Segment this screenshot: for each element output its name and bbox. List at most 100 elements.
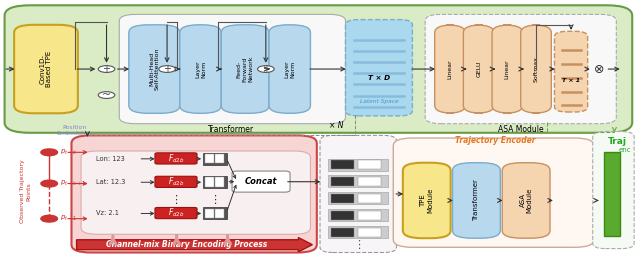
FancyBboxPatch shape <box>394 138 594 247</box>
Circle shape <box>99 66 115 72</box>
FancyBboxPatch shape <box>204 153 227 165</box>
FancyBboxPatch shape <box>502 163 550 238</box>
Text: $F_{d2b}$: $F_{d2b}$ <box>168 152 184 165</box>
Bar <box>604 152 620 236</box>
Text: T × D: T × D <box>368 75 390 81</box>
Circle shape <box>41 180 58 187</box>
Text: ⋮: ⋮ <box>353 240 364 250</box>
Text: ASA
Module: ASA Module <box>520 188 532 213</box>
Text: $p_{t-k}$: $p_{t-k}$ <box>60 148 77 157</box>
Bar <box>358 228 381 237</box>
Bar <box>358 194 381 203</box>
Bar <box>328 193 388 204</box>
Bar <box>216 177 224 187</box>
Bar <box>216 154 224 163</box>
FancyBboxPatch shape <box>269 25 310 113</box>
Text: $p_{t-k+1}$: $p_{t-k+1}$ <box>60 179 86 188</box>
FancyBboxPatch shape <box>72 135 317 252</box>
FancyBboxPatch shape <box>320 135 396 252</box>
Text: Lat: 12.3: Lat: 12.3 <box>96 179 125 185</box>
Circle shape <box>257 66 274 72</box>
Text: Layer
Norm: Layer Norm <box>195 60 206 78</box>
Text: Conv1D-
Based TPE: Conv1D- Based TPE <box>40 51 52 87</box>
Circle shape <box>99 92 115 98</box>
FancyBboxPatch shape <box>81 151 310 234</box>
Bar <box>358 211 381 220</box>
Text: ASA Module: ASA Module <box>498 125 543 134</box>
Bar <box>328 159 388 170</box>
Text: Layer
Norm: Layer Norm <box>284 60 295 78</box>
Bar <box>331 228 354 237</box>
Text: enc: enc <box>618 147 631 153</box>
Bar <box>358 177 381 186</box>
Text: × N: × N <box>329 121 343 130</box>
Text: Transformer: Transformer <box>208 125 254 134</box>
FancyBboxPatch shape <box>14 25 78 113</box>
Bar <box>331 211 354 220</box>
Text: Transformer: Transformer <box>474 180 479 221</box>
FancyBboxPatch shape <box>435 25 465 113</box>
Text: Channel-mix Binary Encoding Process: Channel-mix Binary Encoding Process <box>106 240 267 249</box>
FancyBboxPatch shape <box>155 208 197 219</box>
Text: ⊗: ⊗ <box>594 63 604 75</box>
Text: Linear: Linear <box>505 59 510 79</box>
Text: Latent Space: Latent Space <box>360 99 399 104</box>
Text: Observed Trajectory
Points: Observed Trajectory Points <box>20 159 31 223</box>
Text: T × 1: T × 1 <box>562 78 580 83</box>
Text: Concat: Concat <box>245 177 277 186</box>
Text: ~: ~ <box>102 90 111 100</box>
FancyBboxPatch shape <box>221 25 269 113</box>
FancyBboxPatch shape <box>180 25 221 113</box>
Bar <box>331 160 354 169</box>
Bar <box>328 209 388 221</box>
FancyBboxPatch shape <box>521 25 551 113</box>
Bar <box>216 209 224 218</box>
Bar <box>205 177 214 187</box>
Text: +: + <box>163 64 171 74</box>
FancyBboxPatch shape <box>425 14 616 124</box>
FancyBboxPatch shape <box>155 176 197 188</box>
Text: GELU: GELU <box>476 61 481 77</box>
FancyBboxPatch shape <box>129 25 180 113</box>
Text: +: + <box>262 64 270 74</box>
Circle shape <box>159 66 175 72</box>
Text: Position
Embedding: Position Embedding <box>57 125 93 136</box>
Text: ⋮: ⋮ <box>170 195 182 205</box>
FancyBboxPatch shape <box>4 5 632 133</box>
FancyBboxPatch shape <box>155 153 197 164</box>
Text: $F_{d2b}$: $F_{d2b}$ <box>168 207 184 219</box>
Text: TPE
Module: TPE Module <box>420 188 433 213</box>
FancyBboxPatch shape <box>593 132 634 249</box>
FancyBboxPatch shape <box>232 171 290 192</box>
Text: +: + <box>102 64 111 74</box>
FancyBboxPatch shape <box>346 20 412 116</box>
Bar <box>205 209 214 218</box>
FancyBboxPatch shape <box>204 176 227 188</box>
Bar <box>331 194 354 203</box>
FancyBboxPatch shape <box>119 14 346 124</box>
FancyBboxPatch shape <box>554 31 588 112</box>
Text: Linear: Linear <box>447 59 452 79</box>
Text: $p_{t-1}$: $p_{t-1}$ <box>60 214 77 223</box>
Bar <box>205 154 214 163</box>
Text: Lon: 123: Lon: 123 <box>96 156 124 162</box>
Bar <box>328 226 388 238</box>
Text: Trajectory Encoder: Trajectory Encoder <box>455 135 536 144</box>
Text: Traj: Traj <box>608 137 627 146</box>
Text: Feed-
Forward
Network: Feed- Forward Network <box>237 56 253 82</box>
Text: $F_{d2b}$: $F_{d2b}$ <box>168 176 184 188</box>
Bar <box>328 175 388 188</box>
Bar <box>331 177 354 186</box>
Text: ⋮: ⋮ <box>209 195 220 205</box>
Circle shape <box>41 215 58 222</box>
FancyBboxPatch shape <box>492 25 523 113</box>
Text: Multi-Head
Self-Attention: Multi-Head Self-Attention <box>149 48 160 90</box>
FancyBboxPatch shape <box>463 25 494 113</box>
FancyArrow shape <box>77 237 312 252</box>
Text: Softmax: Softmax <box>534 56 538 82</box>
Text: Vz: 2.1: Vz: 2.1 <box>96 210 118 216</box>
FancyBboxPatch shape <box>452 163 500 238</box>
FancyBboxPatch shape <box>403 163 451 238</box>
Circle shape <box>41 149 58 156</box>
FancyBboxPatch shape <box>204 207 227 219</box>
